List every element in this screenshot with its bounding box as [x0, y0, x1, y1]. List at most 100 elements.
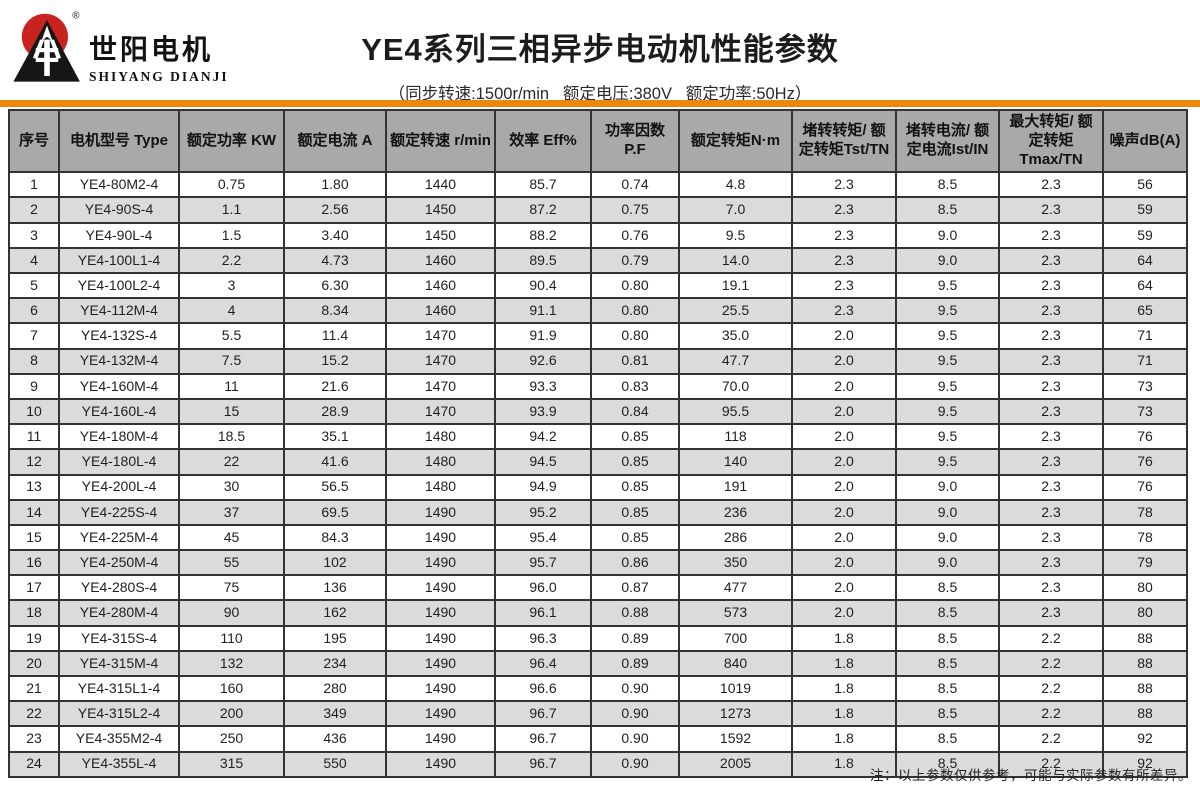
table-cell: 2.3 [998, 322, 1104, 350]
table-cell: 7.5 [178, 347, 285, 375]
table-cell: 95.2 [494, 498, 592, 526]
table-cell: 8 [8, 347, 60, 375]
table-cell: 2.0 [791, 423, 897, 451]
table-cell: YE4-225S-4 [58, 498, 180, 526]
table-cell: 2.3 [998, 473, 1104, 501]
table-body: 1 YE4-80M2-4 0.75 1.80 1440 85.7 0.74 4.8 2.3 8.5… [8, 171, 1188, 778]
table-cell: 95.7 [494, 549, 592, 577]
table-cell: 0.75 [178, 171, 285, 199]
table-cell: 69.5 [283, 498, 387, 526]
col-header-efficiency: 效率 Eff% [494, 108, 592, 174]
table-row: 21 YE4-315L1-4 160 280 1490 96.6 0.90 1019 1.8 8.… [8, 674, 1188, 703]
table-cell: 91.9 [494, 322, 592, 350]
table-cell: 93.9 [494, 397, 592, 426]
table-cell: 9.0 [895, 221, 1000, 249]
table-cell: 0.83 [590, 372, 680, 400]
table-cell: 2.3 [998, 498, 1104, 526]
table-cell: 2 [8, 196, 60, 224]
table-cell: 436 [283, 725, 387, 753]
table-cell: 28.9 [283, 397, 387, 426]
table-cell: 102 [283, 549, 387, 577]
table-cell: 1490 [385, 549, 496, 577]
table-cell: 95.4 [494, 523, 592, 552]
table-cell: 1490 [385, 649, 496, 678]
table-cell: YE4-112M-4 [58, 297, 180, 325]
table-cell: 10 [8, 397, 60, 426]
table-cell: 95.5 [678, 397, 793, 426]
table-cell: YE4-90L-4 [58, 221, 180, 249]
table-cell: 55 [178, 549, 285, 577]
table-cell: 1490 [385, 725, 496, 753]
table-cell: 1 [8, 171, 60, 199]
table-cell: 1440 [385, 171, 496, 199]
brand-logo: ® 世阳电机 SHIYANG DIANJI [12, 6, 229, 90]
table-cell: 75 [178, 574, 285, 602]
table-row: 10 YE4-160L-4 15 28.9 1470 93.9 0.84 95.5 2.0 9.5… [8, 397, 1188, 426]
table-row: 17 YE4-280S-4 75 136 1490 96.0 0.87 477 2.0 8.5 2.… [8, 574, 1188, 602]
table-cell: 78 [1102, 523, 1188, 552]
table-cell: 2.3 [998, 347, 1104, 375]
table-cell: 0.90 [590, 750, 680, 778]
table-cell: 132 [178, 649, 285, 678]
table-cell: 9.5 [895, 322, 1000, 350]
table-cell: 1.80 [283, 171, 387, 199]
col-header-model: 电机型号 Type [58, 108, 180, 174]
table-cell: 4.73 [283, 246, 387, 275]
table-cell: 700 [678, 624, 793, 652]
table-cell: 0.88 [590, 599, 680, 627]
table-cell: 64 [1102, 271, 1188, 300]
table-cell: 35.1 [283, 423, 387, 451]
table-cell: 1470 [385, 372, 496, 400]
table-cell: 315 [178, 750, 285, 778]
table-row: 15 YE4-225M-4 45 84.3 1490 95.4 0.85 286 2.0 9.0 2… [8, 523, 1188, 552]
col-header-power-factor: 功率因数P.F [590, 108, 680, 174]
table-cell: 9.5 [895, 423, 1000, 451]
table-cell: 2.3 [791, 221, 897, 249]
table-cell: 6 [8, 297, 60, 325]
table-cell: 236 [678, 498, 793, 526]
table-row: 5 YE4-100L2-4 3 6.30 1460 90.4 0.80 19.1 2.3 9.5 2… [8, 271, 1188, 300]
page-title: YE4系列三相异步电动机性能参数 [361, 32, 839, 67]
table-header: 序号 电机型号 Type 额定功率 KW 额定电流 A 额定转速 r/min 效… [8, 108, 1188, 174]
table-cell: YE4-180L-4 [58, 448, 180, 476]
table-cell: 19 [8, 624, 60, 652]
table-cell: 1490 [385, 624, 496, 652]
table-cell: 2.0 [791, 599, 897, 627]
accent-bar [0, 100, 1200, 107]
table-cell: 76 [1102, 448, 1188, 476]
table-cell: 0.85 [590, 498, 680, 526]
table-cell: 8.5 [895, 725, 1000, 753]
table-cell: 2.3 [998, 372, 1104, 400]
table-cell: 0.80 [590, 322, 680, 350]
table-row: 20 YE4-315M-4 132 234 1490 96.4 0.89 840 1.8 8.5 2… [8, 649, 1188, 678]
table-cell: 1470 [385, 322, 496, 350]
table-cell: 234 [283, 649, 387, 678]
table-cell: 20 [8, 649, 60, 678]
table-cell: 24 [8, 750, 60, 778]
table-cell: 21 [8, 674, 60, 703]
table-cell: 94.9 [494, 473, 592, 501]
table-cell: YE4-90S-4 [58, 196, 180, 224]
table-cell: 2.3 [998, 271, 1104, 300]
table-cell: 25.5 [678, 297, 793, 325]
table-row: 6 YE4-112M-4 4 8.34 1460 91.1 0.80 25.5 2.3 9.5 2.… [8, 297, 1188, 325]
table-cell: 78 [1102, 498, 1188, 526]
table-cell: 70.0 [678, 372, 793, 400]
col-header-noise: 噪声dB(A) [1102, 108, 1188, 174]
table-cell: 2.0 [791, 372, 897, 400]
table-cell: 11.4 [283, 322, 387, 350]
table-cell: 96.7 [494, 700, 592, 728]
table-cell: 79 [1102, 549, 1188, 577]
table-cell: 9.5 [895, 397, 1000, 426]
table-cell: 94.2 [494, 423, 592, 451]
table-cell: 2.2 [998, 700, 1104, 728]
table-cell: 4 [178, 297, 285, 325]
table-cell: 4.8 [678, 171, 793, 199]
table-cell: 92.6 [494, 347, 592, 375]
table-cell: 2.3 [998, 221, 1104, 249]
table-cell: 9.5 [895, 372, 1000, 400]
table-cell: 2.3 [791, 171, 897, 199]
table-cell: 2.0 [791, 347, 897, 375]
table-cell: 1460 [385, 271, 496, 300]
